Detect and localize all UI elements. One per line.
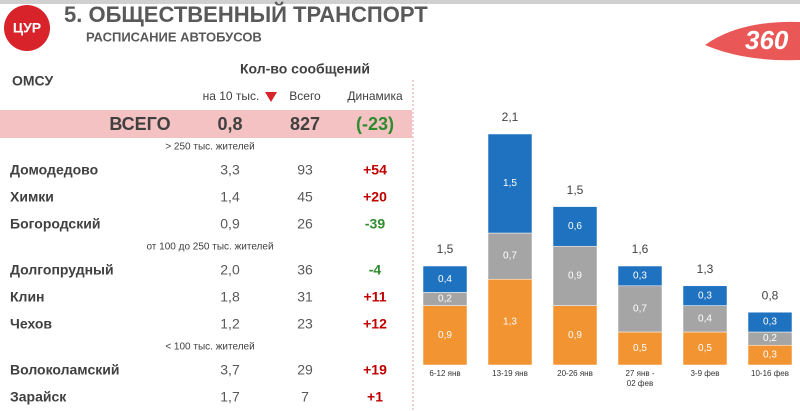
- badge: ЦУР: [13, 20, 41, 36]
- table-name-header: ОМСУ: [12, 73, 53, 89]
- row-dynamics: +1: [367, 389, 383, 405]
- section-label: от 100 до 250 тыс. жителей: [146, 242, 273, 253]
- col-header: Динамика: [347, 89, 403, 103]
- segment-label: 0,3: [763, 350, 777, 361]
- segment-label: 0,9: [568, 330, 582, 341]
- row-cell: 45: [297, 189, 313, 205]
- bar-segment: [617, 285, 663, 333]
- row-name: Клин: [10, 289, 45, 305]
- row-dynamics: +11: [364, 289, 387, 305]
- segment-label: 0,2: [763, 333, 777, 344]
- total-label: 1,5: [567, 183, 584, 197]
- bar-segment: [617, 331, 663, 366]
- segment-label: 0,3: [763, 317, 777, 328]
- row-dynamics: -4: [369, 262, 382, 278]
- total-label: 0,8: [762, 288, 779, 302]
- segment-label: 0,3: [633, 271, 647, 282]
- row-name: Долгопрудный: [10, 262, 114, 278]
- bar-segment: [552, 206, 598, 247]
- segment-label: 0,9: [438, 330, 452, 341]
- row-cell: 1,2: [220, 316, 240, 332]
- segment-label: 0,2: [438, 294, 452, 305]
- row-cell: 0,9: [220, 216, 240, 232]
- col-header: на 10 тыс.: [203, 89, 260, 103]
- segment-label: 0,4: [698, 313, 712, 324]
- row-name: Чехов: [10, 316, 52, 332]
- logo: 360: [745, 25, 789, 55]
- bar-segment: [487, 232, 533, 280]
- segment-label: 0,7: [503, 251, 517, 262]
- x-tick-label: 6-12 янв: [429, 369, 461, 378]
- segment-label: 0,3: [698, 290, 712, 301]
- segment-label: 0,4: [438, 274, 452, 285]
- row-cell: 1,4: [220, 189, 240, 205]
- row-cell: 3,3: [220, 162, 240, 178]
- row-name: Химки: [10, 189, 54, 205]
- row-cell: 31: [297, 289, 313, 305]
- segment-label: 0,7: [633, 304, 647, 315]
- sort-arrow: [265, 92, 277, 102]
- row-cell: 1,8: [220, 289, 240, 305]
- total-label: 1,6: [632, 242, 649, 256]
- x-tick-label: 20-26 янв: [557, 369, 593, 378]
- badge-circle: [4, 5, 50, 51]
- row-cell: 2,0: [220, 262, 240, 278]
- segment-label: 0,5: [633, 343, 647, 354]
- table-group-header: Кол-во сообщений: [240, 61, 370, 77]
- row-dynamics: +54: [363, 162, 387, 178]
- total-label: 1,5: [437, 242, 454, 256]
- total-cell: (-23): [356, 114, 394, 134]
- section-label: > 250 тыс. жителей: [165, 142, 254, 153]
- bar-segment: [682, 305, 728, 333]
- x-tick-label: 13-19 янв: [492, 369, 528, 378]
- row-dynamics: +12: [363, 316, 387, 332]
- row-dynamics: +20: [363, 189, 387, 205]
- total-label: ВСЕГО: [109, 114, 170, 134]
- total-row-bg: [0, 110, 412, 138]
- row-cell: 1,7: [220, 389, 240, 405]
- row-name: Волоколамский: [10, 362, 119, 378]
- top-strip: [0, 0, 800, 4]
- x-tick-label: 27 янв - 02 фев: [625, 369, 655, 388]
- bar-segment: [747, 311, 793, 333]
- total-cell: 0,8: [217, 114, 242, 134]
- segment-label: 0,5: [698, 343, 712, 354]
- section-label: < 100 тыс. жителей: [165, 342, 254, 353]
- bar-segment: [682, 331, 728, 366]
- row-cell: 29: [297, 362, 313, 378]
- title: 5. ОБЩЕСТВЕННЫЙ ТРАНСПОРТ: [64, 2, 428, 27]
- total-label: 2,1: [502, 110, 519, 124]
- row-name: Домодедово: [10, 162, 98, 178]
- bar-segment: [617, 265, 663, 287]
- total-label: 1,3: [697, 262, 714, 276]
- row-dynamics: -39: [365, 216, 385, 232]
- row-dynamics: +19: [363, 362, 387, 378]
- row-cell: 93: [297, 162, 313, 178]
- row-cell: 23: [297, 316, 313, 332]
- row-cell: 36: [297, 262, 313, 278]
- bar-segment: [682, 285, 728, 306]
- row-cell: 7: [301, 389, 309, 405]
- row-cell: 3,7: [220, 362, 240, 378]
- total-cell: 827: [290, 114, 320, 134]
- col-header: Всего: [289, 89, 321, 103]
- bar-segment: [552, 305, 598, 366]
- bar-segment: [422, 265, 468, 293]
- bar-segment: [487, 278, 533, 366]
- row-name: Зарайск: [10, 389, 67, 405]
- segment-label: 0,6: [568, 221, 582, 232]
- row-name: Богородский: [10, 216, 100, 232]
- x-tick-label: 3-9 фев: [690, 369, 720, 378]
- bar-segment: [422, 305, 468, 366]
- logo-swoosh: [705, 21, 800, 61]
- segment-label: 1,5: [503, 178, 517, 189]
- subtitle: РАСПИСАНИЕ АВТОБУСОВ: [86, 29, 262, 44]
- row-cell: 26: [297, 216, 313, 232]
- segment-label: 0,9: [568, 271, 582, 282]
- x-tick-label: 10-16 фев: [751, 369, 789, 378]
- segment-label: 1,3: [503, 317, 517, 328]
- bar-segment: [487, 133, 533, 234]
